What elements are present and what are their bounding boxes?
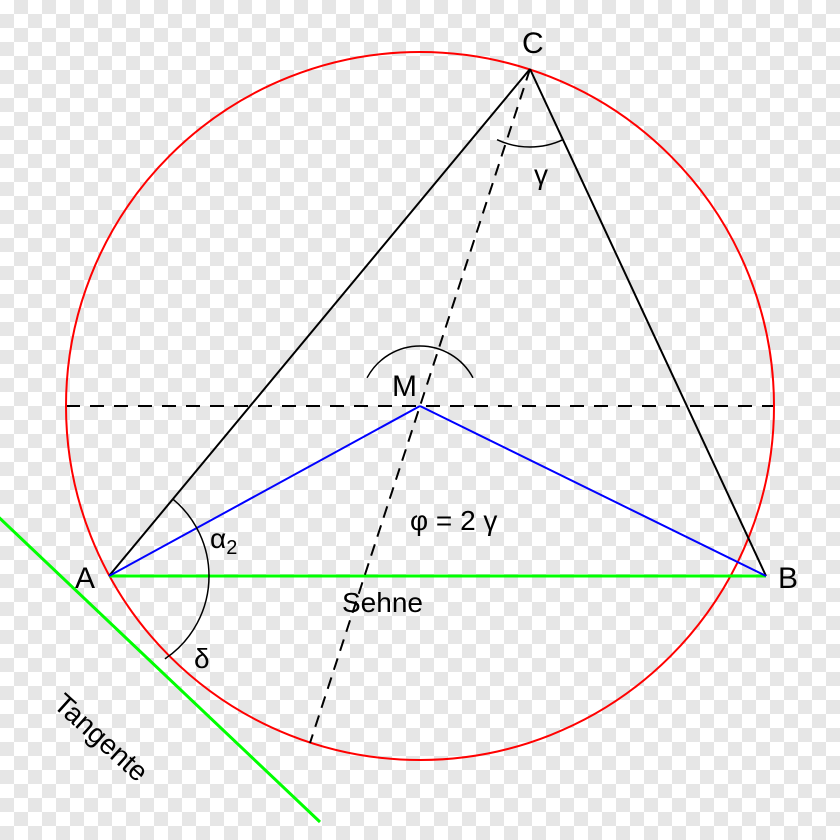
arc-gamma xyxy=(497,140,563,147)
label-b: B xyxy=(778,562,798,595)
label-alpha2: α2 xyxy=(210,523,237,559)
label-phi: φ = 2 γ xyxy=(410,505,497,536)
label-c: C xyxy=(522,27,544,60)
label-tangente: Tangente xyxy=(48,687,154,787)
segment-cb xyxy=(530,69,766,576)
tangent-line xyxy=(0,490,320,822)
geometry-svg: A B C M γ φ = 2 γ α2 δ Sehne Tangente xyxy=(0,0,840,840)
label-sehne: Sehne xyxy=(342,587,423,618)
label-gamma: γ xyxy=(534,159,548,190)
label-m: M xyxy=(392,370,417,403)
diagram-canvas: A B C M γ φ = 2 γ α2 δ Sehne Tangente xyxy=(0,0,840,840)
label-delta: δ xyxy=(194,643,210,674)
label-a: A xyxy=(75,562,95,595)
radius-mb xyxy=(420,406,766,576)
segment-ca xyxy=(109,69,530,576)
arc-phi xyxy=(367,346,473,378)
